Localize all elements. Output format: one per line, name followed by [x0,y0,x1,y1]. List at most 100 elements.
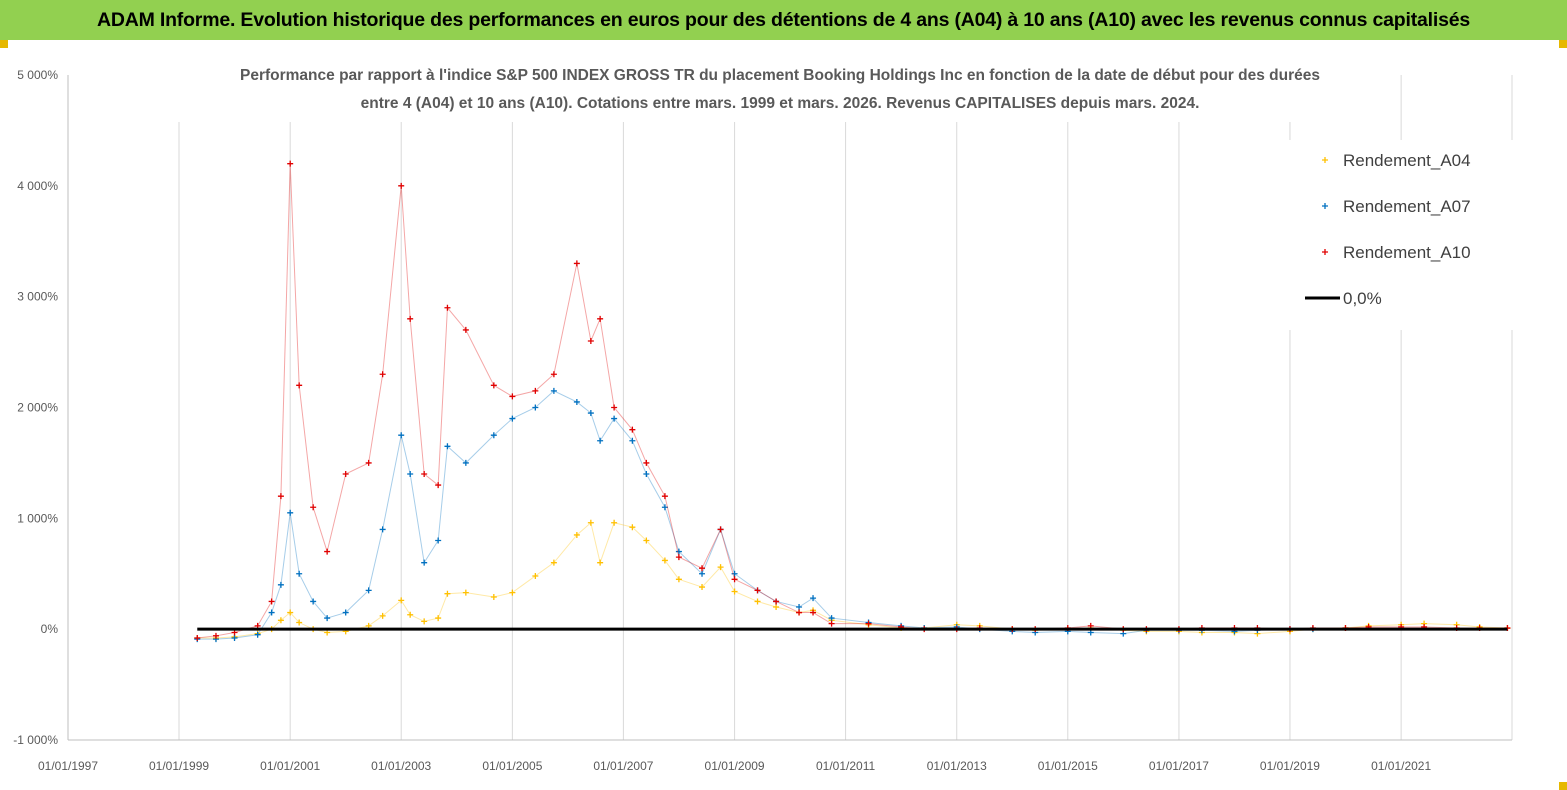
x-tick-label: 01/01/1999 [149,759,209,773]
data-point [532,404,539,411]
data-point [421,559,428,566]
data-point [611,519,618,526]
x-tick-label: 01/01/2021 [1371,759,1431,773]
corner-mark-top-left [0,40,8,48]
data-point [379,371,386,378]
chart-canvas: 01/01/1997 01/01/1999 01/01/2001 01/01/2003… [13,60,1517,773]
data-point [731,570,738,577]
y-tick-label: 1 000% [17,511,58,525]
data-point [296,382,303,389]
data-point [796,604,803,610]
data-point [342,471,349,477]
data-point [810,595,817,602]
data-point [490,382,497,389]
data-point [194,635,201,642]
data-point [754,587,761,594]
data-point [550,387,557,394]
chart-title: Performance par rapport à l'indice S&P 5… [240,67,1320,84]
data-point [490,594,497,601]
chart-subtitle: entre 4 (A04) et 10 ans (A10). Cotations… [361,95,1200,112]
axis-layer: 01/01/1997 01/01/1999 01/01/2001 01/01/2003… [13,68,1512,773]
data-point [532,387,539,394]
data-point [435,537,442,544]
x-tick-label: 01/01/2017 [1149,759,1209,773]
data-point [462,326,469,333]
points-layer [194,160,1511,643]
data-point [324,615,331,622]
data-point [231,635,238,642]
data-point [597,315,604,322]
data-point [365,587,372,594]
x-tick-label: 01/01/2003 [371,759,431,773]
data-point [509,415,516,422]
data-point [379,612,386,619]
data-point [597,437,604,444]
data-point [717,526,724,533]
data-point [462,459,469,466]
data-point [462,589,469,596]
data-point [365,459,372,466]
data-point [444,590,451,597]
legend-label: Rendement_A10 [1343,243,1471,262]
data-point [379,526,386,533]
corner-mark-bottom-right [1559,782,1567,790]
corner-mark-top-right [1559,40,1567,48]
series-rendement_a04 [194,519,1511,642]
data-point [810,609,817,616]
x-tick-label: 01/01/2011 [816,759,875,773]
data-point [699,570,706,577]
data-point [587,519,594,526]
data-point [277,581,284,588]
data-point [398,597,405,604]
data-point [643,537,650,544]
data-point [407,471,414,477]
series-trace [197,390,1313,640]
data-point [310,598,317,605]
data-point [421,471,428,477]
data-point [865,620,872,627]
data-point [509,393,516,400]
y-tick-label: 5 000% [17,68,58,82]
data-point [490,432,497,439]
banner-title: ADAM Informe. Evolution historique des p… [96,8,1471,31]
data-point [407,611,414,618]
data-point [421,618,428,625]
data-point [398,182,405,189]
data-point [773,598,780,605]
x-tick-label: 01/01/2001 [260,759,320,773]
data-point [296,619,303,626]
y-tick-label: -1 000% [13,733,58,747]
y-tick-label: 2 000% [17,401,58,415]
data-point [573,260,580,267]
y-tick-label: 4 000% [17,179,58,193]
x-tick-label: 01/01/2005 [482,759,542,773]
legend-swatch [1322,203,1328,209]
data-point [661,504,668,511]
data-point [287,509,294,516]
title-layer: Performance par rapport à l'indice S&P 5… [240,67,1320,112]
data-point [435,615,442,622]
data-point [796,609,803,616]
series-rendement_a07 [194,387,1316,643]
legend: Rendement_A04 Rendement_A07 Rendement_A10 0… [1282,140,1517,330]
data-point [212,632,219,639]
y-tick-label: 0% [41,622,59,636]
data-point [629,426,636,433]
x-tick-label: 01/01/2013 [927,759,987,773]
data-point [277,617,284,624]
data-point [699,584,706,591]
data-point [287,609,294,616]
data-point [675,554,682,561]
y-tick-label: 3 000% [17,290,58,304]
data-point [629,524,636,531]
data-point [597,559,604,566]
data-point [699,565,706,572]
data-point [587,338,594,344]
data-point [550,559,557,566]
data-point [573,398,580,405]
data-point [731,588,738,595]
data-point [661,493,668,500]
data-point [310,504,317,511]
data-point [435,482,442,489]
data-point [444,443,451,450]
